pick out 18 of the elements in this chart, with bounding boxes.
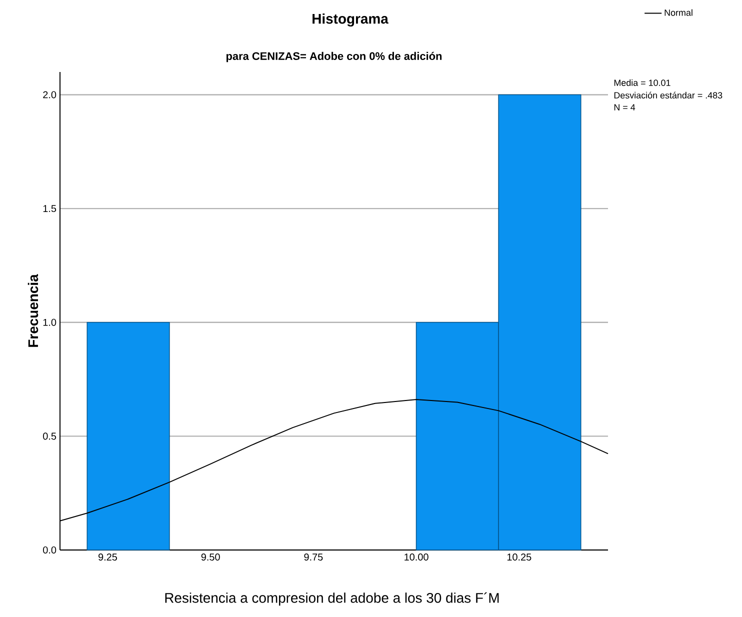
- y-tick-label: 2.0: [43, 91, 56, 98]
- chart-subtitle: para CENIZAS= Adobe con 0% de adición: [226, 52, 442, 62]
- x-tick-label: 10.25: [507, 554, 532, 561]
- text: Desviación estándar = .483: [614, 92, 722, 98]
- legend-label: Normal: [664, 9, 692, 16]
- x-tick-label: 9.50: [201, 554, 220, 561]
- x-tick-label: 9.25: [98, 554, 118, 561]
- text: Media = 10.01: [614, 79, 670, 86]
- y-tick-label: 1.0: [43, 318, 56, 326]
- y-tick-label: 0.0: [43, 546, 56, 554]
- x-tick-label: 9.75: [304, 554, 323, 561]
- x-axis-title: Resistencia a compresion del adobe a los 30 dias F´M: [165, 592, 499, 606]
- y-tick-label: 1.5: [43, 205, 56, 212]
- x-tick-label: 10.00: [404, 554, 428, 561]
- y-axis-title: Frecuencia: [28, 274, 38, 347]
- chart-title: Histograma: [312, 13, 388, 27]
- text: N = 4: [614, 104, 636, 110]
- y-tick-label: 0.5: [43, 432, 56, 440]
